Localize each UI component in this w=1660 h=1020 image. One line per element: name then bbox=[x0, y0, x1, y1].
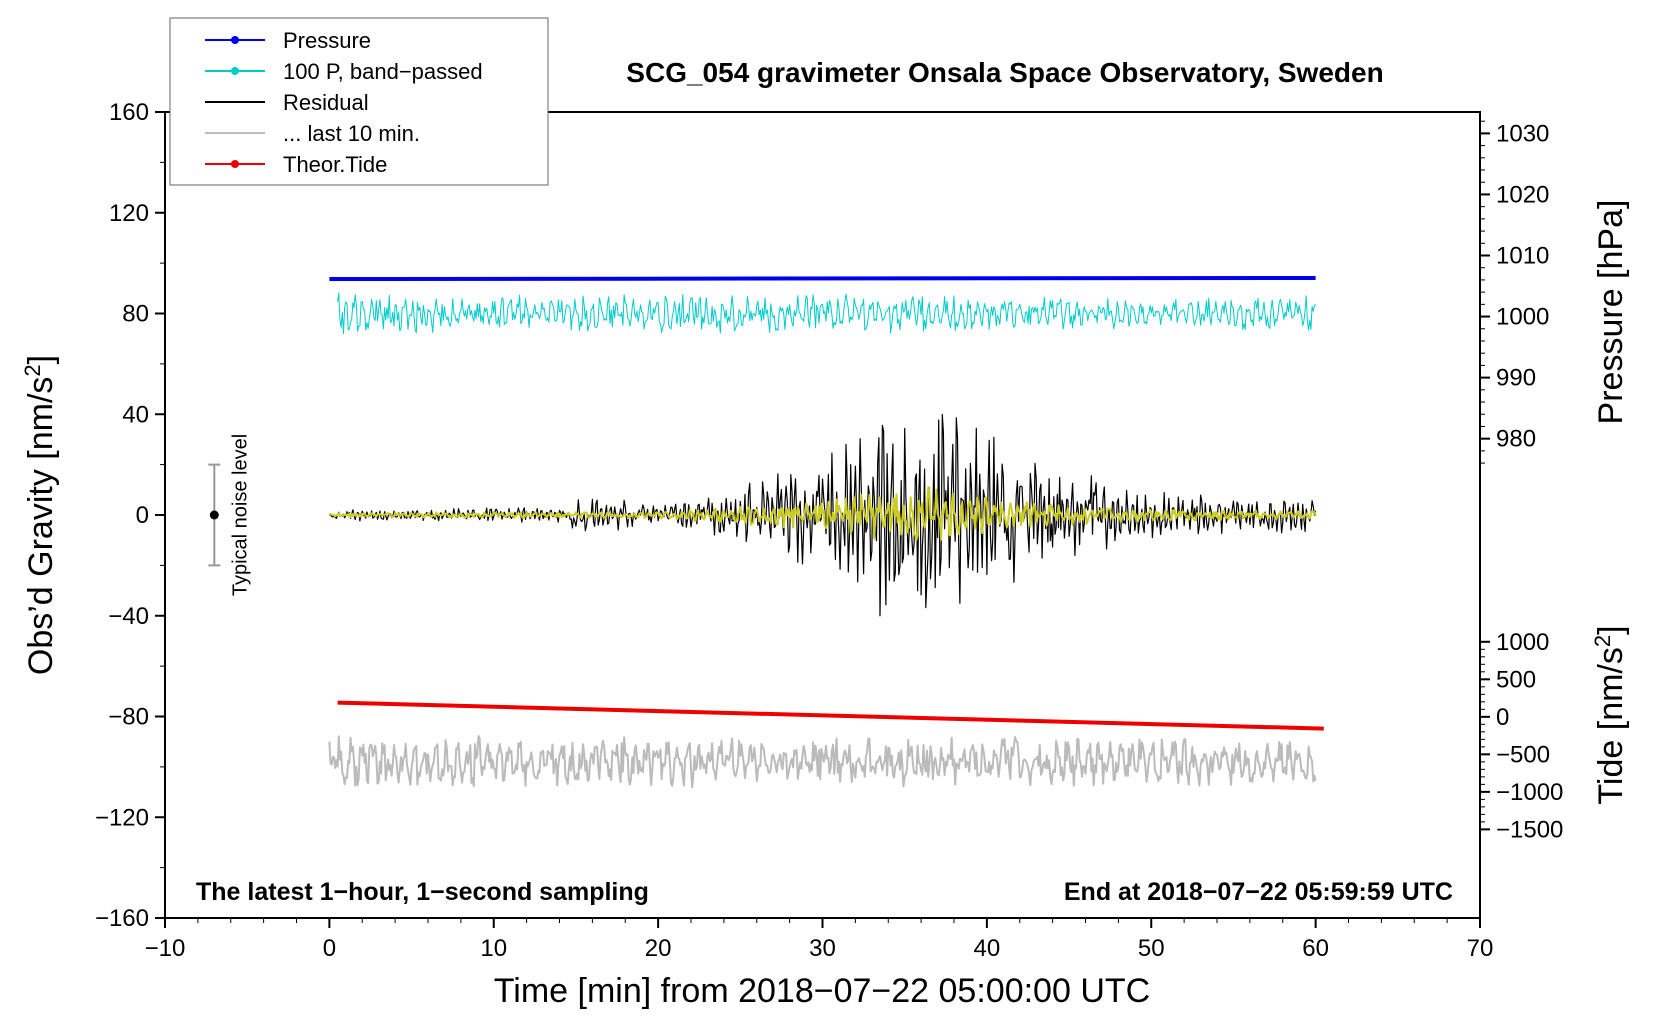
legend-label: Pressure bbox=[283, 28, 371, 53]
y-axis-title-left: Obs’d Gravity [nm/s2] bbox=[20, 355, 60, 675]
x-tick-label: 60 bbox=[1302, 935, 1329, 962]
y-tick-label: 120 bbox=[109, 200, 149, 227]
x-tick-label: 50 bbox=[1138, 935, 1165, 962]
pressure-axis-title: Pressure [hPa] bbox=[1592, 200, 1630, 425]
series-last-10-min bbox=[328, 735, 1317, 789]
chart-title: SCG_054 gravimeter Onsala Space Observat… bbox=[626, 57, 1383, 88]
y-tick-label: 40 bbox=[122, 401, 149, 428]
x-axis-ticks: −10 0 10 20 30 40 50 60 70 bbox=[145, 918, 1494, 962]
y-axis-title-left-text: Obs’d Gravity [nm/s bbox=[22, 377, 60, 676]
legend-label: Theor.Tide bbox=[283, 152, 387, 177]
y-tick-label: 80 bbox=[122, 301, 149, 328]
series-theor-tide bbox=[337, 700, 1324, 731]
x-tick-label: 10 bbox=[480, 935, 507, 962]
noise-bar-label: Typical noise level bbox=[229, 434, 251, 596]
x-tick-label: 70 bbox=[1467, 935, 1494, 962]
tide-tick-label: 0 bbox=[1496, 704, 1509, 731]
legend-label: ... last 10 min. bbox=[283, 121, 420, 146]
pressure-axis-ticks: 980 990 1000 1010 1020 1030 bbox=[1480, 120, 1549, 464]
y-tick-label: 0 bbox=[136, 502, 149, 529]
tide-tick-label: −1000 bbox=[1496, 779, 1563, 806]
y-axis-title-left-sup: 2 bbox=[20, 364, 45, 376]
y-tick-label: −160 bbox=[95, 905, 149, 932]
noise-level-bar: Typical noise level bbox=[208, 434, 251, 596]
pressure-tick-label: 990 bbox=[1496, 365, 1536, 392]
tide-axis-title-sup: 2 bbox=[1590, 635, 1615, 647]
pressure-tick-label: 1020 bbox=[1496, 181, 1549, 208]
tide-tick-label: 500 bbox=[1496, 666, 1536, 693]
series-residual-filtered bbox=[328, 486, 1317, 541]
y-tick-label: −120 bbox=[95, 804, 149, 831]
pressure-tick-label: 1000 bbox=[1496, 304, 1549, 331]
pressure-tick-label: 980 bbox=[1496, 426, 1536, 453]
legend-marker bbox=[231, 67, 239, 75]
series-100-p-band-passed bbox=[337, 292, 1316, 335]
noise-bar-dot bbox=[209, 510, 219, 520]
legend: Pressure 100 P, band−passed Residual ... la… bbox=[169, 17, 549, 186]
x-tick-label: 40 bbox=[974, 935, 1001, 962]
y-tick-label: 160 bbox=[109, 99, 149, 126]
legend-label: Residual bbox=[283, 90, 369, 115]
y-axis-ticks: 160 120 80 40 0 −40 −80 −120 −160 bbox=[95, 99, 165, 932]
tide-axis-title: Tide [nm/s2] bbox=[1590, 625, 1630, 804]
y-tick-label: −40 bbox=[108, 603, 149, 630]
legend-marker bbox=[231, 160, 239, 168]
pressure-tick-label: 1030 bbox=[1496, 120, 1549, 147]
annotation-right: End at 2018−07−22 05:59:59 UTC bbox=[1064, 878, 1453, 906]
tide-tick-label: 1000 bbox=[1496, 629, 1549, 656]
legend-label: 100 P, band−passed bbox=[283, 59, 483, 84]
x-tick-label: 0 bbox=[323, 935, 336, 962]
x-tick-label: 20 bbox=[645, 935, 672, 962]
x-tick-label: 30 bbox=[809, 935, 836, 962]
y-axis-title-left-end: ] bbox=[22, 355, 60, 364]
series-layer bbox=[328, 276, 1324, 789]
tide-axis-title-end: ] bbox=[1592, 625, 1630, 634]
tide-tick-label: −1500 bbox=[1496, 816, 1563, 843]
legend-marker bbox=[231, 36, 239, 44]
x-tick-label: −10 bbox=[145, 935, 186, 962]
y-tick-label: −80 bbox=[108, 704, 149, 731]
tide-tick-label: −500 bbox=[1496, 741, 1550, 768]
x-axis-title: Time [min] from 2018−07−22 05:00:00 UTC bbox=[494, 972, 1150, 1010]
series-residual bbox=[329, 413, 1317, 617]
tide-axis-title-text: Tide [nm/s bbox=[1592, 647, 1630, 804]
pressure-tick-label: 1010 bbox=[1496, 242, 1549, 269]
annotation-left: The latest 1−hour, 1−second sampling bbox=[196, 878, 649, 906]
tide-axis-ticks: 1000 500 0 −500 −1000 −1500 bbox=[1480, 629, 1563, 843]
series-pressure bbox=[329, 276, 1316, 281]
